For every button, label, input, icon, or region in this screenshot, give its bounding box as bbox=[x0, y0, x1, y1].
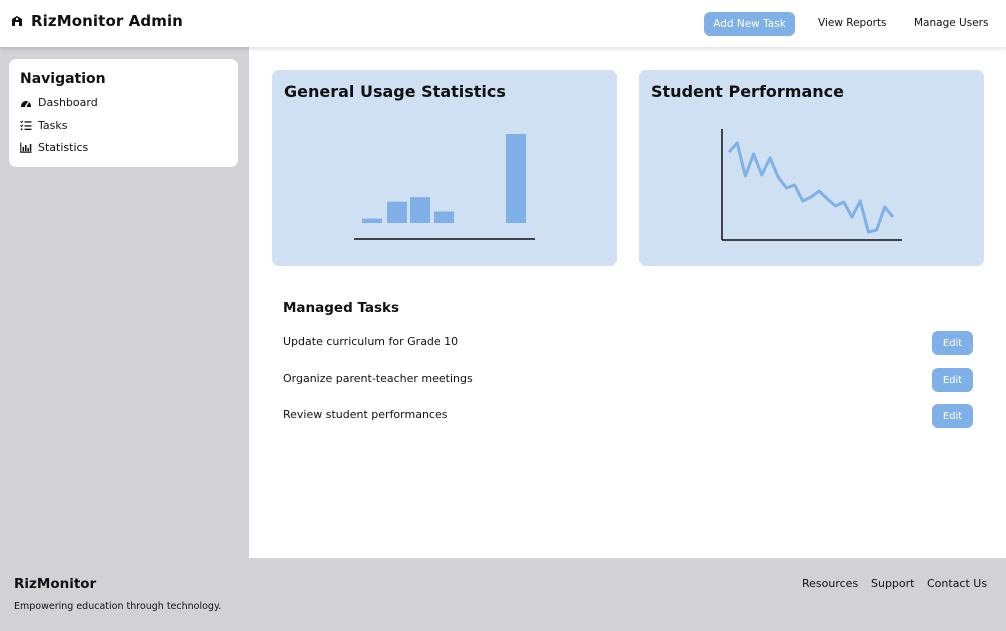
footer-brand: RizMonitor bbox=[14, 576, 97, 592]
usage-bar-chart bbox=[354, 134, 535, 240]
app-title: RizMonitor Admin bbox=[31, 12, 183, 30]
task-label: Organize parent-teacher meetings bbox=[283, 372, 473, 385]
footer-link-resources[interactable]: Resources bbox=[802, 577, 859, 590]
brand: RizMonitor Admin bbox=[10, 12, 183, 30]
footer-tagline: Empowering education through technology. bbox=[14, 601, 222, 612]
tasks-icon bbox=[20, 120, 32, 131]
managed-tasks-title: Managed Tasks bbox=[283, 300, 400, 316]
header: RizMonitor Admin Add New Task View Repor… bbox=[0, 0, 1006, 47]
task-row: Organize parent-teacher meetings Edit bbox=[283, 368, 973, 392]
view-reports-link[interactable]: View Reports bbox=[818, 17, 887, 29]
usage-statistics-card: General Usage Statistics bbox=[272, 70, 617, 266]
task-row: Update curriculum for Grade 10 Edit bbox=[283, 331, 973, 355]
usage-statistics-title: General Usage Statistics bbox=[284, 82, 506, 101]
footer: RizMonitor Empowering education through … bbox=[0, 558, 1006, 631]
footer-link-support[interactable]: Support bbox=[871, 577, 915, 590]
usage-bar-1 bbox=[362, 218, 382, 223]
performance-line-chart bbox=[721, 129, 902, 241]
edit-task-button[interactable]: Edit bbox=[932, 404, 973, 428]
student-performance-title: Student Performance bbox=[651, 82, 844, 101]
usage-bar-3 bbox=[410, 197, 430, 223]
sidebar-item-label: Dashboard bbox=[38, 96, 98, 109]
sidebar-item-tasks[interactable]: Tasks bbox=[20, 119, 67, 132]
sidebar-item-statistics[interactable]: Statistics bbox=[20, 141, 88, 154]
task-label: Review student performances bbox=[283, 408, 448, 421]
footer-link-contact-us[interactable]: Contact Us bbox=[927, 577, 988, 590]
sidebar-item-label: Tasks bbox=[38, 119, 68, 132]
task-label: Update curriculum for Grade 10 bbox=[283, 335, 459, 348]
navigation-card: Navigation Dashboard Tasks bbox=[9, 59, 238, 167]
dashboard-icon bbox=[21, 101, 31, 107]
usage-bar-4 bbox=[434, 211, 454, 223]
usage-bar-2 bbox=[387, 201, 407, 223]
navigation-title: Navigation bbox=[20, 71, 106, 87]
performance-line bbox=[727, 141, 895, 234]
sidebar-item-dashboard[interactable]: Dashboard bbox=[20, 96, 98, 109]
edit-task-button[interactable]: Edit bbox=[932, 331, 973, 355]
school-icon bbox=[12, 16, 22, 26]
edit-task-button[interactable]: Edit bbox=[932, 368, 973, 392]
sidebar: Navigation Dashboard Tasks bbox=[0, 47, 249, 558]
manage-users-link[interactable]: Manage Users bbox=[914, 17, 989, 29]
student-performance-card: Student Performance bbox=[639, 70, 984, 266]
usage-bar-5 bbox=[506, 134, 526, 223]
sidebar-item-label: Statistics bbox=[38, 141, 89, 154]
add-new-task-button[interactable]: Add New Task bbox=[704, 12, 795, 36]
task-row: Review student performances Edit bbox=[283, 404, 973, 428]
statistics-icon bbox=[20, 142, 32, 153]
